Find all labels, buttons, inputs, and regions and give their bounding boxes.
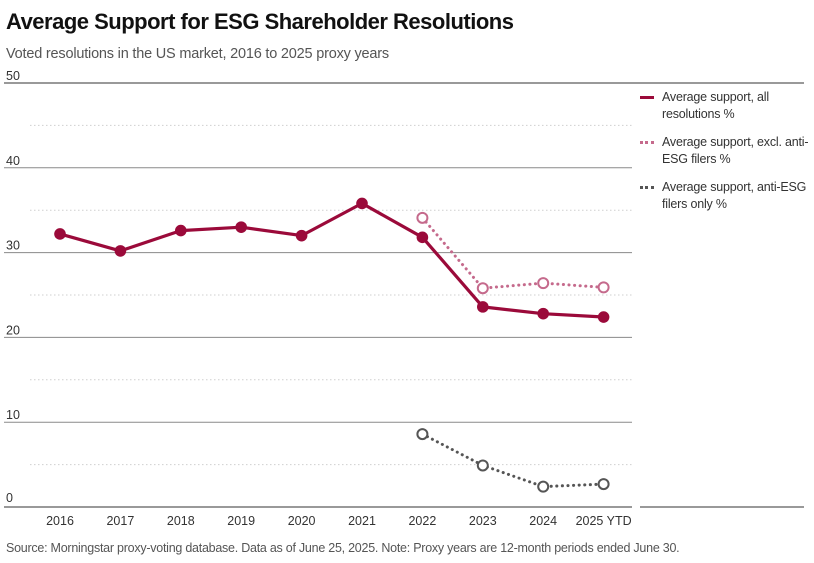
y-tick-label: 10 xyxy=(6,408,20,422)
data-point-anti-esg-only xyxy=(416,428,429,441)
data-point-all-resolutions xyxy=(416,231,429,244)
x-tick-label: 2019 xyxy=(227,514,255,528)
data-point-all-resolutions xyxy=(54,228,66,240)
data-point-excl-anti-esg xyxy=(597,281,610,294)
x-tick-label: 2017 xyxy=(106,514,134,528)
legend-item-excl: Average support, excl. anti-ESG filers % xyxy=(640,134,810,168)
data-point-anti-esg-only xyxy=(537,480,550,493)
series-line-excl-anti-esg xyxy=(420,216,606,290)
data-point-all-resolutions xyxy=(235,221,247,233)
y-tick-label: 0 xyxy=(6,491,13,505)
x-tick-label: 2021 xyxy=(348,514,376,528)
x-tick-label: 2023 xyxy=(469,514,497,528)
legend-swatch-anti xyxy=(640,186,654,189)
data-point-anti-esg-only xyxy=(476,459,489,472)
x-tick-label: 2018 xyxy=(167,514,195,528)
data-point-all-resolutions xyxy=(356,197,368,210)
data-point-excl-anti-esg xyxy=(476,282,489,295)
data-point-all-resolutions xyxy=(597,311,610,323)
legend-label-anti: Average support, anti-ESG filers only % xyxy=(662,180,807,211)
legend-swatch-excl xyxy=(640,141,654,144)
data-point-excl-anti-esg xyxy=(537,277,550,290)
legend-swatch-all xyxy=(640,96,654,99)
legend-item-anti: Average support, anti-ESG filers only % xyxy=(640,179,810,213)
x-tick-label: 2016 xyxy=(46,514,74,528)
chart-legend: Average support, all resolutions % Avera… xyxy=(640,89,810,224)
y-tick-label: 40 xyxy=(6,154,20,168)
legend-label-excl: Average support, excl. anti-ESG filers % xyxy=(662,135,809,166)
data-point-all-resolutions xyxy=(295,229,308,242)
y-tick-label: 30 xyxy=(6,239,20,253)
chart-subtitle: Voted resolutions in the US market, 2016… xyxy=(6,46,389,62)
x-tick-label: 2025 YTD xyxy=(576,514,632,528)
series-line-anti-esg-only xyxy=(420,432,606,489)
chart-title: Average Support for ESG Shareholder Reso… xyxy=(6,9,514,34)
x-tick-label: 2022 xyxy=(408,514,436,528)
y-tick-label: 50 xyxy=(6,69,20,83)
data-point-anti-esg-only xyxy=(597,478,610,491)
y-tick-label: 20 xyxy=(6,323,20,337)
x-tick-label: 2020 xyxy=(288,514,316,528)
legend-label-all: Average support, all resolutions % xyxy=(662,90,769,121)
data-point-all-resolutions xyxy=(114,245,127,257)
data-point-all-resolutions xyxy=(537,307,549,320)
data-point-all-resolutions xyxy=(175,224,187,237)
series-line-all-resolutions xyxy=(58,201,606,319)
data-point-excl-anti-esg xyxy=(416,211,429,224)
source-note: Source: Morningstar proxy-voting databas… xyxy=(6,541,680,555)
x-tick-label: 2024 xyxy=(529,514,557,528)
legend-item-all: Average support, all resolutions % xyxy=(640,89,810,123)
data-point-all-resolutions xyxy=(477,301,489,313)
